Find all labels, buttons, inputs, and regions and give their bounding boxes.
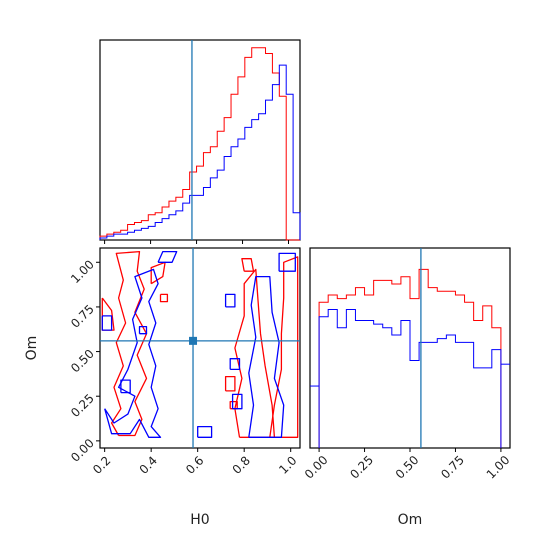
contour-xtick-label-3: 0.8 xyxy=(230,453,253,476)
contour-red-6 xyxy=(224,375,236,392)
contour-blue-0 xyxy=(104,268,162,438)
contour-xtick-label-0: 0.2 xyxy=(90,453,113,476)
contour-blue-4 xyxy=(157,250,178,263)
histogram-h0-frame xyxy=(99,39,301,241)
histogram-om-xtick-label-3: 0.75 xyxy=(438,453,467,482)
contour-ytick-label-3: 0.75 xyxy=(68,302,97,331)
y-axis-label-om: Om xyxy=(24,336,40,361)
contour-blue-9 xyxy=(231,393,243,410)
contour-panel: 0.2 0.4 0.6 0.8 1.0 0.00 0.25 0.50 0.75 1.00 H0 O… xyxy=(24,247,301,528)
histogram-om-red-step xyxy=(318,268,502,448)
contour-red-0 xyxy=(110,250,148,437)
contour-ytick-label-4: 1.00 xyxy=(68,257,97,286)
histogram-om-xtick-label-2: 0.50 xyxy=(393,453,422,482)
histogram-h0-blue-step xyxy=(99,64,301,240)
contour-red-8 xyxy=(241,258,255,272)
contour-xtick-label-4: 1.0 xyxy=(276,453,299,476)
contour-red-3 xyxy=(159,293,169,303)
histogram-om-xtick-label-0: 0.00 xyxy=(302,453,331,482)
contour-ytick-label-0: 0.00 xyxy=(68,436,97,465)
contour-blue-10 xyxy=(278,252,296,272)
contour-blue-2 xyxy=(138,325,148,335)
contour-frame xyxy=(99,247,301,449)
contour-red-2 xyxy=(150,261,166,285)
x-axis-label-om: Om xyxy=(398,512,423,528)
contour-ytick-label-1: 0.25 xyxy=(68,391,97,420)
histogram-h0-panel xyxy=(99,39,301,244)
truth-marker xyxy=(189,336,198,345)
contour-red-5 xyxy=(269,256,299,438)
contour-ytick-label-2: 0.50 xyxy=(68,347,97,376)
contour-red-4 xyxy=(234,268,276,438)
contour-xtick-label-1: 0.4 xyxy=(137,453,160,476)
contour-blue-3 xyxy=(101,315,113,331)
histogram-om-blue-step xyxy=(318,309,502,448)
contour-blue-5 xyxy=(197,425,213,438)
contour-xtick-label-2: 0.6 xyxy=(183,453,206,476)
histogram-om-xtick-label-1: 0.25 xyxy=(347,453,376,482)
histogram-h0-red-step xyxy=(99,47,300,241)
contour-blue-7 xyxy=(224,293,236,308)
contour-blue-6 xyxy=(248,275,285,438)
contour-blue-1 xyxy=(120,379,131,394)
histogram-om-panel: 0.00 0.25 0.50 0.75 1.00 Om xyxy=(302,247,513,528)
x-axis-label-h0: H0 xyxy=(190,512,209,528)
contour-blue-8 xyxy=(229,358,241,371)
histogram-om-xtick-label-4: 1.00 xyxy=(484,453,513,482)
